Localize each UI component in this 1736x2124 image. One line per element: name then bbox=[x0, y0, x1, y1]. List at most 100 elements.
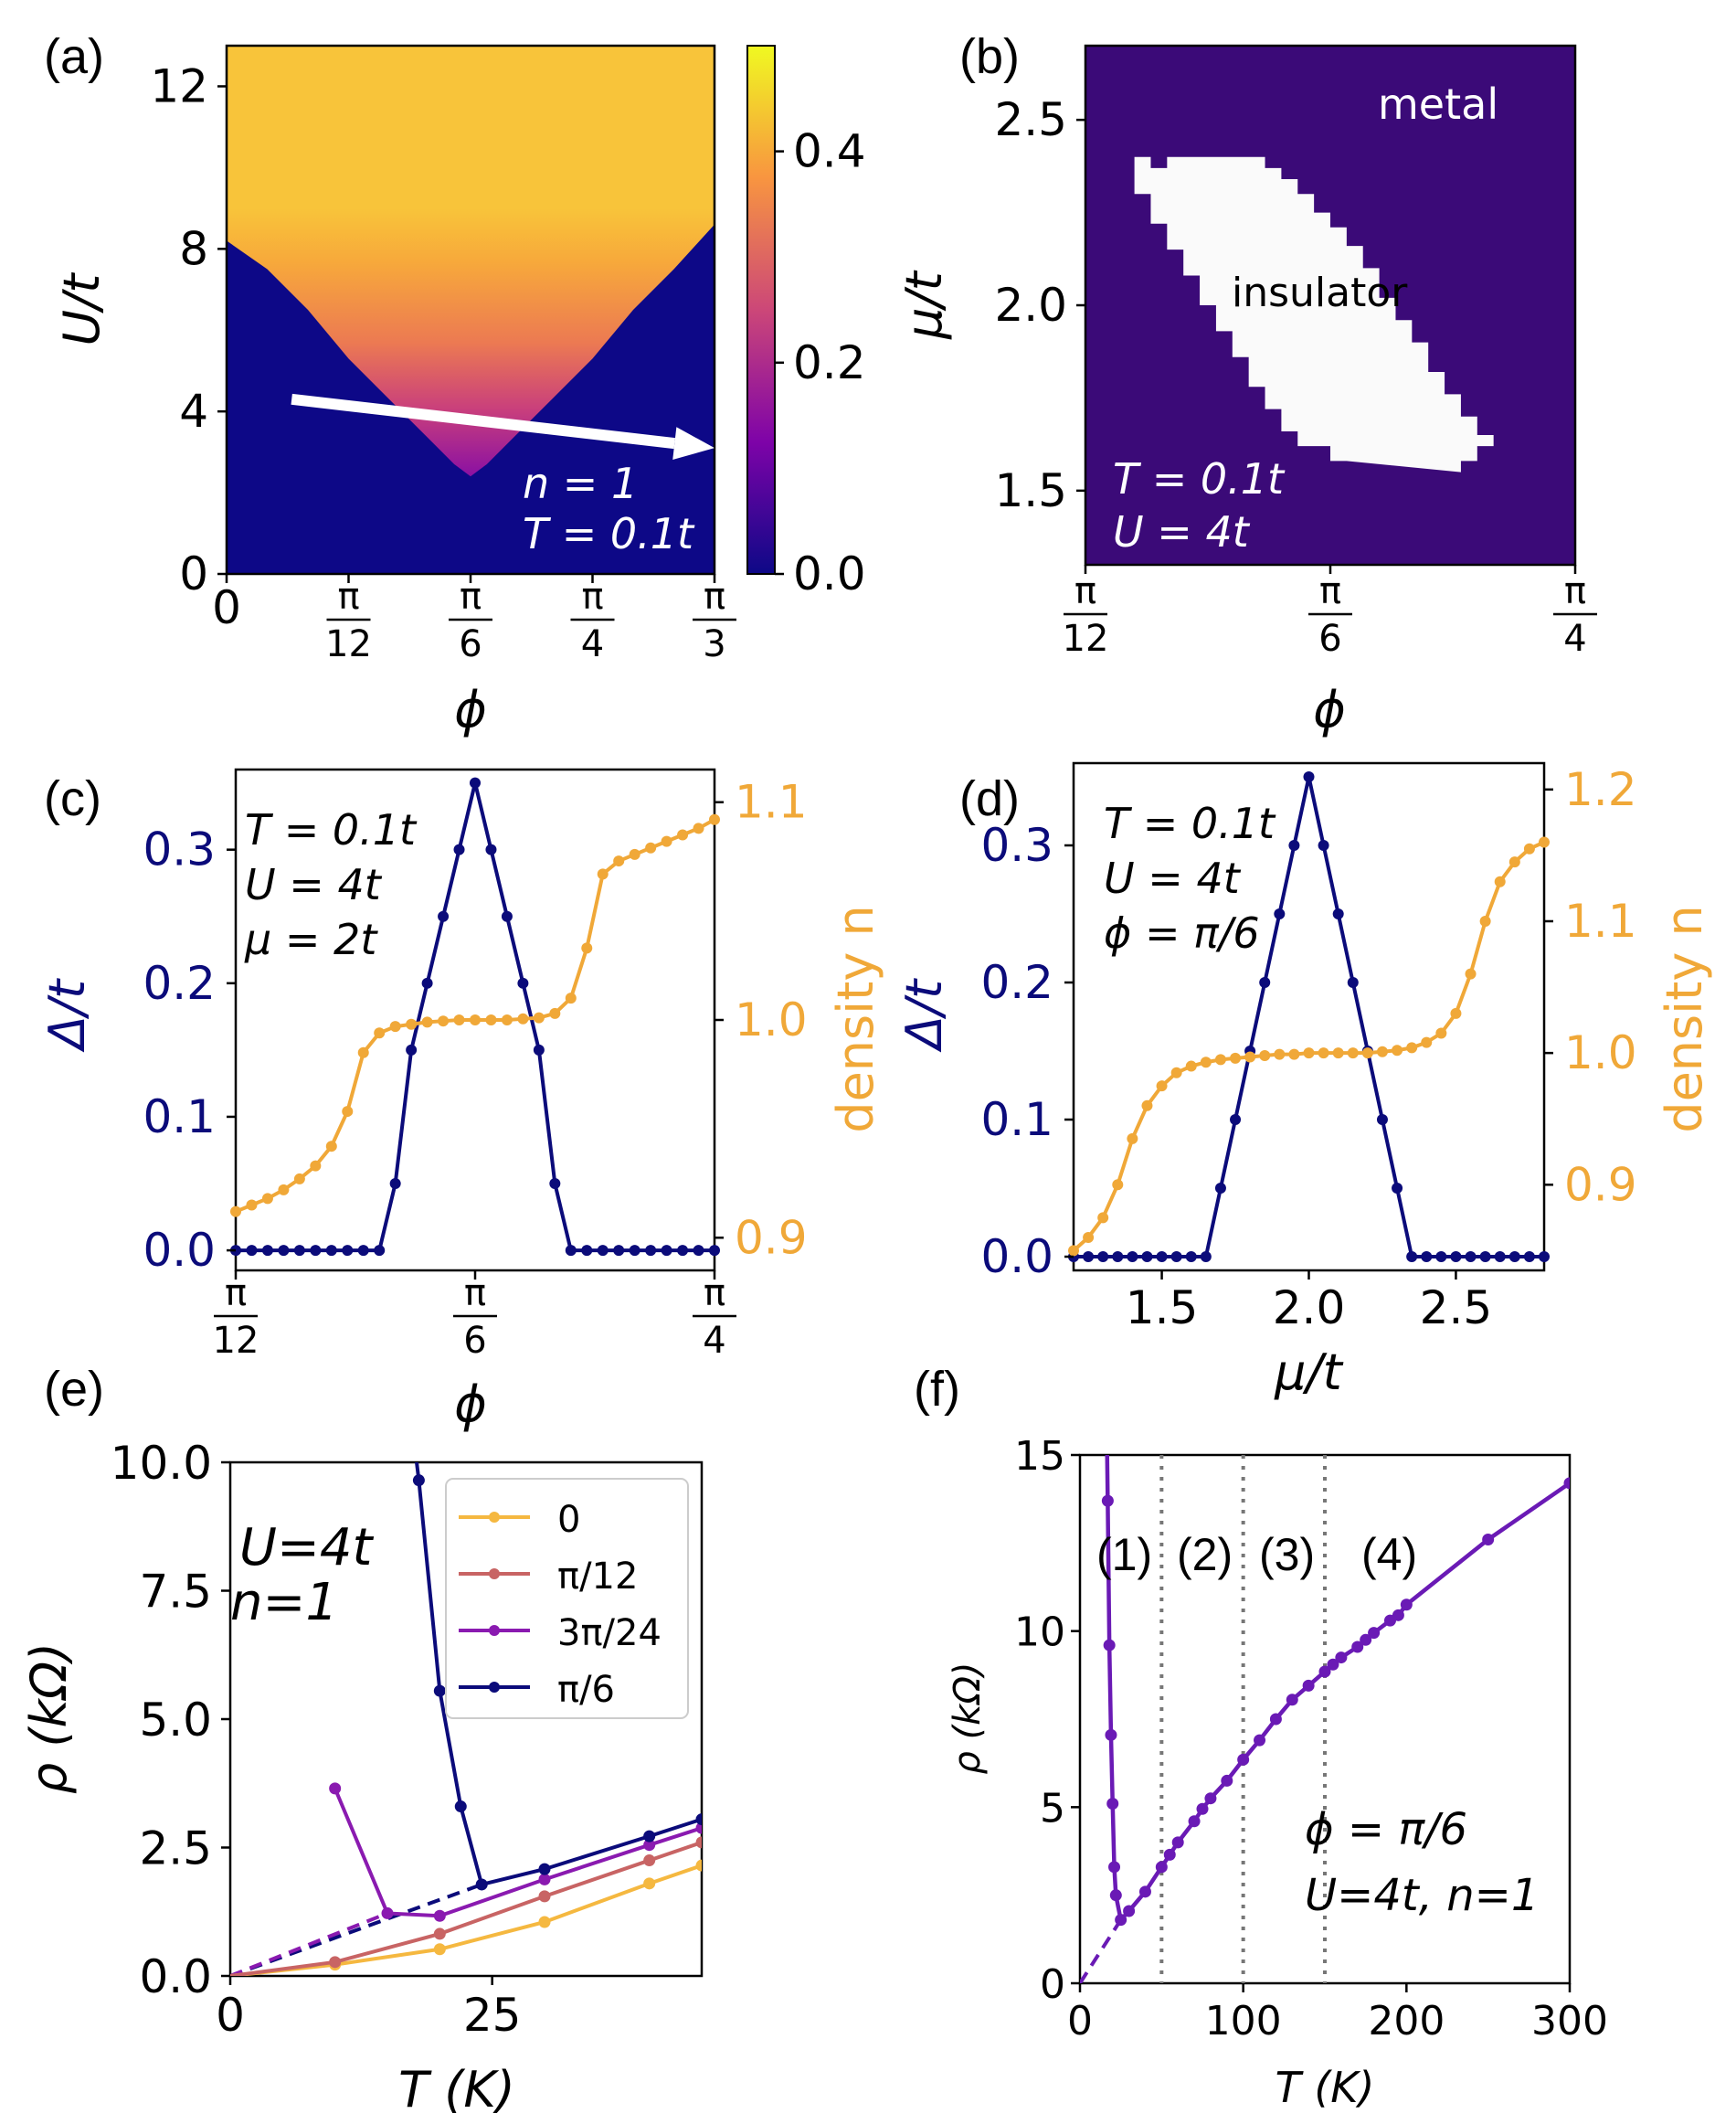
x-tick-label: 2.5 bbox=[1420, 1281, 1493, 1334]
data-point-gap bbox=[1303, 771, 1315, 782]
data-point-gap bbox=[342, 1245, 354, 1257]
legend-marker-e bbox=[489, 1625, 500, 1636]
data-point-gap bbox=[1465, 1251, 1477, 1262]
annotation-U-d: U = 4t bbox=[1104, 854, 1242, 903]
data-point-gap bbox=[613, 1245, 625, 1257]
panel-label-b: (b) bbox=[959, 29, 1020, 84]
data-point-density bbox=[357, 1046, 369, 1058]
data-point-e-1 bbox=[538, 1890, 551, 1903]
x-tick-label-b-num: π bbox=[1564, 570, 1586, 612]
y-axis-label-left-d: Δ/t bbox=[895, 978, 953, 1053]
x-tick-label-f: 0 bbox=[1067, 1998, 1093, 2044]
data-point-f bbox=[1563, 1477, 1570, 1490]
data-point-e-2 bbox=[643, 1839, 656, 1852]
data-point-density bbox=[1435, 1027, 1447, 1039]
data-point-gap bbox=[485, 844, 497, 855]
arrow-head-a bbox=[672, 427, 715, 461]
y-tick-label-left: 0.0 bbox=[143, 1224, 216, 1277]
data-point-gap bbox=[645, 1245, 657, 1257]
x-tick-label-f: 100 bbox=[1205, 1998, 1282, 2044]
y-axis-label-left-c: Δ/t bbox=[38, 978, 96, 1053]
data-point-f bbox=[1138, 1885, 1151, 1898]
y-ticks-left-c: 0.0 0.1 0.2 0.3 bbox=[143, 823, 236, 1277]
y-axis-label-f: ρ (kΩ) bbox=[947, 1662, 989, 1774]
data-point-density bbox=[485, 1014, 497, 1025]
data-point-f bbox=[1115, 1914, 1127, 1927]
data-point-gap bbox=[374, 1245, 386, 1257]
y-axis-label-a: U/t bbox=[53, 272, 111, 346]
data-point-gap bbox=[1259, 977, 1271, 988]
data-point-gap bbox=[1539, 1251, 1550, 1262]
x-ticks-a: 0 π 12 π 6 π 4 π 3 bbox=[212, 574, 736, 665]
data-point-density bbox=[1274, 1048, 1286, 1060]
data-point-gap bbox=[1083, 1251, 1095, 1262]
colorbar-tick-label-a: 0.4 bbox=[793, 125, 866, 178]
annotation-T-c: T = 0.1t bbox=[245, 805, 418, 855]
legend-marker-e bbox=[489, 1568, 500, 1579]
data-point-gap bbox=[1479, 1251, 1491, 1262]
data-point-gap bbox=[1170, 1251, 1182, 1262]
series-line-e-1 bbox=[230, 1840, 702, 1976]
y-tick-label-a: 8 bbox=[179, 222, 208, 275]
y-tick-label-f: 15 bbox=[1014, 1433, 1065, 1480]
data-point-density bbox=[565, 993, 577, 1004]
data-point-gap bbox=[1200, 1251, 1212, 1262]
data-point-density bbox=[246, 1199, 258, 1211]
panel-label-f: (f) bbox=[914, 1362, 960, 1417]
data-point-density bbox=[533, 1012, 545, 1024]
data-point-gap bbox=[581, 1245, 593, 1257]
data-point-density bbox=[693, 823, 704, 834]
data-point-gap bbox=[325, 1245, 337, 1257]
data-point-gap bbox=[1141, 1251, 1153, 1262]
data-point-f bbox=[1351, 1641, 1364, 1653]
data-point-e-3 bbox=[412, 1474, 425, 1487]
x-tick-label-a-num: π bbox=[337, 576, 359, 618]
data-point-gap bbox=[597, 1245, 609, 1257]
plot-d bbox=[1068, 771, 1550, 1262]
y-tick-label-f: 0 bbox=[1040, 1961, 1065, 2008]
data-point-gap bbox=[517, 977, 529, 989]
data-point-gap bbox=[1332, 908, 1344, 919]
data-point-density bbox=[1185, 1060, 1197, 1072]
data-point-density bbox=[406, 1018, 418, 1030]
data-point-e-1 bbox=[433, 1928, 446, 1940]
data-point-gap bbox=[1214, 1183, 1226, 1194]
panel-d: (d) 0.00.10.20.3 0.91.01.11.2 1.5 2.0 2.5 … bbox=[895, 761, 1713, 1401]
y-tick-label-e: 2.5 bbox=[139, 1822, 212, 1875]
x-tick-label-num: π bbox=[704, 1272, 725, 1314]
y-axis-label-right-d: density n bbox=[1656, 905, 1713, 1132]
data-point-e-2 bbox=[538, 1873, 551, 1885]
data-point-e-3 bbox=[454, 1800, 467, 1813]
data-point-density bbox=[1127, 1132, 1138, 1144]
data-point-f bbox=[1237, 1753, 1250, 1766]
data-point-density bbox=[1244, 1051, 1256, 1063]
data-point-f bbox=[1204, 1792, 1217, 1805]
data-point-density bbox=[293, 1173, 305, 1184]
data-point-gap bbox=[709, 1245, 720, 1257]
data-point-density bbox=[709, 813, 720, 825]
series-line-e-0 bbox=[230, 1864, 702, 1976]
data-point-f bbox=[1188, 1815, 1201, 1828]
x-tick-label-a-num: π bbox=[581, 576, 603, 618]
data-point-gap bbox=[1288, 840, 1300, 851]
legend-label-e: 3π/24 bbox=[557, 1612, 662, 1654]
data-point-density bbox=[677, 829, 689, 841]
data-point-f bbox=[1171, 1836, 1184, 1849]
x-tick-label-b-den: 4 bbox=[1563, 618, 1586, 660]
data-point-density bbox=[1156, 1080, 1168, 1092]
data-point-e-2 bbox=[695, 1821, 702, 1834]
data-point-f bbox=[1286, 1694, 1298, 1706]
y-tick-label-left: 0.2 bbox=[143, 957, 216, 1010]
x-tick-label-num: π bbox=[225, 1272, 247, 1314]
data-point-density bbox=[1259, 1050, 1271, 1062]
data-point-density bbox=[629, 848, 640, 860]
y-tick-label-left: 0.0 bbox=[980, 1230, 1053, 1283]
x-tick-label-den: 4 bbox=[703, 1320, 725, 1362]
data-point-density bbox=[1450, 1007, 1462, 1019]
y-axis-label-right-c: density n bbox=[827, 905, 884, 1132]
x-axis-label-a: ϕ bbox=[454, 681, 487, 738]
phase-map-b-insulator bbox=[1134, 156, 1494, 473]
data-point-gap bbox=[1494, 1251, 1506, 1262]
y-ticks-right-d: 0.9 1.0 1.1 1.2 bbox=[1544, 763, 1637, 1211]
data-point-gap bbox=[677, 1245, 689, 1257]
